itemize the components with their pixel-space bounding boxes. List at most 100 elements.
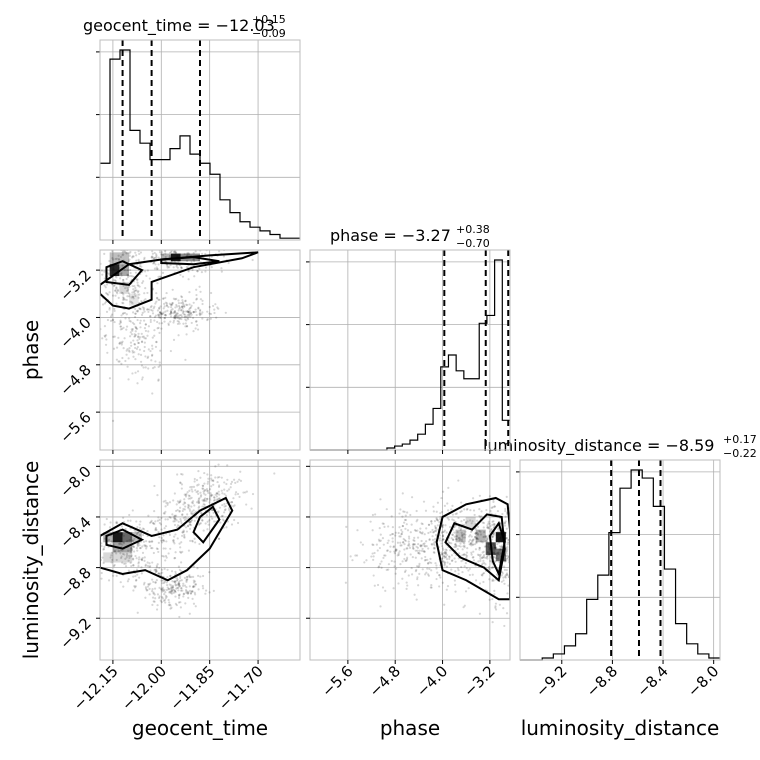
sample-point	[436, 501, 439, 504]
sample-point	[516, 531, 518, 533]
sample-point	[177, 581, 180, 584]
sample-point	[199, 298, 203, 301]
sample-point	[112, 279, 115, 282]
sample-point	[140, 332, 143, 335]
sample-point	[150, 256, 153, 259]
sample-point	[501, 544, 504, 547]
y-tick-label: −8.8	[56, 564, 94, 602]
sample-point	[409, 513, 412, 517]
sample-point	[150, 519, 153, 522]
sample-point	[185, 303, 188, 306]
sample-point	[151, 561, 154, 564]
sample-point	[400, 532, 403, 536]
sample-point	[394, 548, 397, 551]
sample-point	[363, 561, 366, 564]
sample-point	[143, 337, 146, 340]
sample-point	[147, 310, 150, 314]
sample-point	[188, 504, 191, 507]
sample-point	[152, 591, 155, 594]
sample-point	[144, 298, 147, 301]
sample-point	[157, 313, 160, 316]
sample-point	[165, 540, 168, 543]
sample-point	[157, 379, 160, 382]
sample-point	[378, 546, 382, 550]
sample-point	[443, 504, 446, 507]
sample-point	[213, 498, 216, 502]
sample-point	[185, 575, 189, 578]
sample-point	[170, 306, 173, 309]
sample-point	[188, 494, 191, 498]
sample-point	[106, 293, 110, 296]
sample-point	[461, 534, 464, 537]
sample-point	[503, 522, 506, 525]
sample-point	[155, 340, 158, 343]
sample-point	[170, 250, 173, 254]
sample-point	[422, 542, 425, 546]
sample-point	[192, 301, 195, 304]
sample-point	[478, 546, 481, 549]
sample-point	[433, 547, 436, 550]
sample-point	[390, 533, 394, 536]
sample-point	[184, 516, 187, 519]
sample-point	[212, 499, 216, 502]
sample-point	[189, 245, 191, 247]
sample-point	[151, 540, 154, 543]
sample-point	[178, 500, 181, 503]
sample-point	[217, 510, 220, 513]
sample-point	[135, 520, 138, 523]
sample-point	[245, 490, 248, 493]
sample-point	[460, 501, 463, 504]
sample-point	[528, 563, 530, 565]
sample-point	[203, 503, 206, 506]
sample-point	[179, 550, 182, 553]
sample-point	[178, 585, 182, 588]
sample-point	[143, 559, 146, 562]
sample-point	[376, 549, 379, 552]
sample-point	[84, 537, 86, 539]
sample-point	[398, 512, 401, 515]
sample-point	[107, 272, 110, 276]
sample-point	[197, 501, 200, 505]
sample-point	[169, 245, 171, 247]
sample-point	[155, 266, 158, 269]
sample-point	[150, 308, 153, 312]
sample-point	[188, 520, 191, 524]
sample-point	[134, 312, 137, 315]
sample-point	[187, 503, 190, 506]
sample-point	[419, 545, 423, 548]
sample-point	[182, 530, 185, 533]
sample-point	[478, 546, 481, 550]
sample-point	[138, 576, 141, 579]
sample-point	[160, 516, 163, 519]
sample-point	[120, 343, 123, 346]
sample-point	[185, 579, 188, 582]
sample-point	[137, 561, 140, 564]
sample-point	[186, 313, 189, 317]
sample-point	[105, 517, 108, 521]
sample-point	[161, 597, 164, 600]
sample-point	[410, 523, 413, 526]
sample-point	[119, 542, 123, 545]
sample-point	[129, 549, 132, 552]
sample-point	[124, 565, 128, 568]
sample-point	[430, 520, 433, 523]
sample-point	[442, 555, 446, 558]
sample-point	[176, 322, 180, 325]
sample-point	[181, 473, 184, 476]
sample-point	[210, 494, 213, 497]
sample-point	[192, 311, 195, 314]
sample-point	[96, 255, 98, 257]
sample-point	[101, 273, 104, 276]
sample-point	[216, 306, 219, 309]
sample-point	[396, 541, 400, 544]
density-cell	[119, 264, 130, 277]
sample-point	[126, 274, 130, 277]
sample-point	[173, 309, 177, 313]
sample-point	[155, 297, 159, 300]
sample-point	[167, 323, 170, 327]
sample-point	[179, 246, 181, 248]
sample-point	[112, 565, 116, 568]
sample-point	[464, 562, 467, 565]
sample-point	[199, 522, 202, 525]
